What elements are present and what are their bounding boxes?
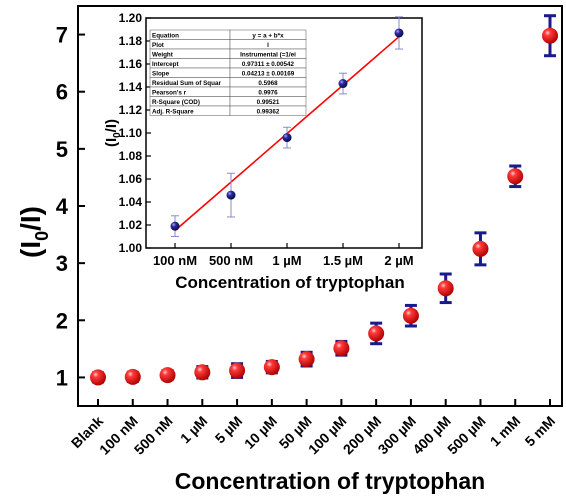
fit-table-value: 0.97311 ± 0.00542 xyxy=(242,61,295,68)
inset-x-tick-label: 1.5 µM xyxy=(323,253,363,268)
main-data-point xyxy=(437,280,454,297)
main-data-point xyxy=(333,340,350,357)
main-y-tick-label: 5 xyxy=(56,137,68,162)
inset-y-tick-label: 1.14 xyxy=(119,80,143,94)
fit-table-value: Instrumental (=1/ei xyxy=(240,51,296,58)
main-y-label-sub: 0 xyxy=(32,231,52,241)
main-y-tick-label: 4 xyxy=(56,194,69,219)
fit-table-key: Intercept xyxy=(152,61,179,68)
main-x-tick-label: 10 µM xyxy=(241,413,280,452)
fit-table-value: 0.9976 xyxy=(258,89,278,96)
inset-x-tick-label: 500 nM xyxy=(209,253,253,268)
main-x-tick-label: 100 µM xyxy=(305,413,350,458)
inset-data-point xyxy=(338,79,348,89)
main-y-tick-label: 1 xyxy=(56,365,68,390)
inset-y-tick-label: 1.16 xyxy=(119,57,143,71)
main-data-point xyxy=(298,351,315,368)
fit-result-table: Equation y = a + b*x Plot I Weight Instrument… xyxy=(149,29,307,116)
main-x-tick-label: 1 mM xyxy=(487,413,524,450)
main-data-point xyxy=(124,368,141,385)
inset-y-tick-label: 1.12 xyxy=(119,103,143,117)
fit-table-value: I xyxy=(267,42,269,49)
fit-table-key: Pearson's r xyxy=(152,89,187,96)
main-x-tick-label: 500 µM xyxy=(444,413,489,458)
inset-x-tick-label: 2 µM xyxy=(384,253,413,268)
main-data-point xyxy=(402,307,419,324)
fit-table-key: R-Square (COD) xyxy=(152,99,200,106)
main-x-tick-label: 5 mM xyxy=(521,413,558,450)
fit-table-value: 0.99362 xyxy=(257,108,280,115)
inset-y-axis-label: (I0/I) xyxy=(103,119,123,147)
main-x-tick-label: 200 µM xyxy=(340,413,385,458)
main-data-point xyxy=(368,325,385,342)
fit-table-value: 0.99521 xyxy=(257,99,280,106)
main-x-tick-label: 500 nM xyxy=(131,413,176,458)
fit-table-key: Plot xyxy=(152,42,165,49)
main-data-point xyxy=(542,27,558,44)
inset-y-tick-label: 1.08 xyxy=(119,149,143,163)
inset-y-label-tail: /I) xyxy=(103,119,120,132)
main-data-point xyxy=(263,359,280,376)
main-data-point xyxy=(472,240,489,257)
inset-y-tick-label: 1.04 xyxy=(119,195,143,209)
fit-table-key: Slope xyxy=(152,70,170,77)
main-y-tick-label: 6 xyxy=(56,80,68,105)
main-y-tick-label: 3 xyxy=(56,251,68,276)
inset-y-tick-label: 1.10 xyxy=(119,126,143,140)
main-y-axis: 1 2 3 4 5 6 7 xyxy=(56,23,85,390)
main-data-point xyxy=(507,168,524,185)
main-x-tick-label: 5 µM xyxy=(212,413,246,447)
inset-data-point xyxy=(394,28,404,38)
fit-table-value: y = a + b*x xyxy=(252,32,284,39)
main-x-tick-label: 300 µM xyxy=(375,413,420,458)
fit-table-key: Weight xyxy=(152,51,174,58)
inset-data-series xyxy=(170,16,404,237)
inset-y-tick-label: 1.18 xyxy=(119,34,143,48)
inset-x-axis: 100 nM 500 nM 1 µM 1.5 µM 2 µM xyxy=(153,243,414,268)
fit-table-value: 0.5968 xyxy=(258,80,278,87)
inset-x-axis-label: Concentration of tryptophan xyxy=(175,273,404,292)
main-y-label-tail: /I) xyxy=(15,206,46,231)
main-y-axis-label: (I0/I) xyxy=(15,206,52,258)
fit-table-key: Adj. R-Square xyxy=(152,108,194,115)
inset-x-tick-label: 1 µM xyxy=(272,253,301,268)
inset-y-tick-label: 1.02 xyxy=(119,218,143,232)
inset-y-label-sub: 0 xyxy=(112,132,123,138)
inset-y-label-main: (I xyxy=(103,138,120,147)
inset-y-tick-label: 1.20 xyxy=(119,11,143,25)
fit-table-cell xyxy=(229,105,307,116)
main-data-point xyxy=(229,362,246,379)
main-x-tick-label: 400 µM xyxy=(409,413,454,458)
main-data-point xyxy=(194,364,211,381)
main-y-label-main: (I xyxy=(15,241,46,258)
main-data-point xyxy=(90,369,106,386)
fit-table-key: Residual Sum of Squar xyxy=(152,80,221,87)
inset-data-point xyxy=(282,133,292,143)
fit-table-key: Equation xyxy=(152,32,179,39)
main-data-series xyxy=(90,14,558,386)
fit-table-value: 0.04213 ± 0.00169 xyxy=(242,70,295,77)
main-y-tick-label: 2 xyxy=(56,308,68,333)
main-x-tick-label: 1 µM xyxy=(177,413,211,447)
inset-data-point xyxy=(226,190,236,200)
inset-y-tick-label: 1.00 xyxy=(119,241,143,255)
main-data-point xyxy=(159,367,176,384)
inset-data-point xyxy=(170,221,180,231)
inset-x-tick-label: 100 nM xyxy=(153,253,197,268)
inset-y-tick-label: 1.06 xyxy=(119,172,143,186)
main-x-axis-label: Concentration of tryptophan xyxy=(175,468,485,494)
main-y-tick-label: 7 xyxy=(56,23,68,48)
